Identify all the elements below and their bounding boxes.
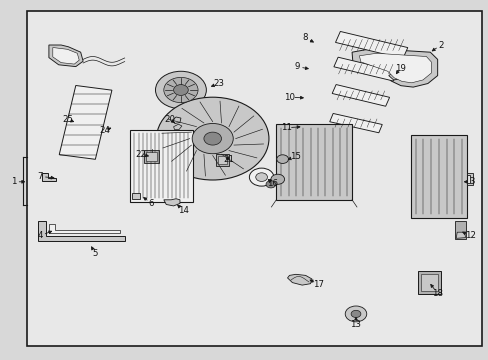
- Bar: [335, 31, 407, 59]
- Text: 12: 12: [464, 231, 475, 240]
- Bar: [131, 193, 140, 199]
- Bar: [143, 150, 159, 163]
- Polygon shape: [49, 45, 83, 67]
- Circle shape: [255, 173, 267, 181]
- Text: 5: 5: [92, 249, 98, 258]
- Text: 18: 18: [431, 289, 442, 298]
- Text: 21: 21: [223, 154, 234, 163]
- Text: 19: 19: [394, 64, 405, 73]
- Polygon shape: [53, 48, 79, 64]
- Bar: [420, 274, 437, 291]
- Circle shape: [265, 181, 275, 188]
- Text: 16: 16: [267, 179, 278, 188]
- Circle shape: [156, 97, 268, 180]
- Bar: [146, 152, 157, 161]
- Polygon shape: [173, 124, 182, 130]
- Bar: [129, 130, 193, 202]
- Circle shape: [163, 77, 198, 103]
- Bar: [276, 124, 351, 200]
- Bar: [410, 135, 466, 218]
- Circle shape: [276, 155, 288, 163]
- Bar: [59, 85, 112, 159]
- Text: 7: 7: [37, 172, 43, 181]
- Text: 3: 3: [468, 177, 474, 186]
- Bar: [333, 57, 397, 81]
- Polygon shape: [41, 173, 56, 181]
- Circle shape: [350, 310, 360, 318]
- Polygon shape: [466, 173, 472, 185]
- Polygon shape: [49, 224, 120, 233]
- Bar: [215, 154, 229, 166]
- Text: 4: 4: [37, 231, 43, 240]
- Polygon shape: [351, 49, 437, 87]
- Text: 20: 20: [164, 115, 175, 124]
- Polygon shape: [359, 53, 430, 83]
- Text: 6: 6: [148, 199, 154, 208]
- Text: 9: 9: [294, 62, 299, 71]
- Polygon shape: [455, 232, 465, 238]
- Text: 8: 8: [302, 33, 308, 42]
- Bar: [417, 271, 440, 294]
- Polygon shape: [388, 72, 399, 80]
- Polygon shape: [172, 117, 181, 123]
- Polygon shape: [38, 221, 124, 241]
- Polygon shape: [287, 274, 311, 285]
- Circle shape: [203, 132, 221, 145]
- Circle shape: [192, 123, 233, 154]
- Bar: [331, 85, 389, 106]
- Text: 17: 17: [313, 280, 324, 289]
- Bar: [329, 113, 382, 133]
- Text: 14: 14: [178, 206, 188, 215]
- Text: 25: 25: [62, 115, 73, 124]
- Text: 23: 23: [213, 79, 224, 88]
- Circle shape: [345, 306, 366, 322]
- Bar: [218, 156, 226, 164]
- Bar: [454, 221, 465, 239]
- Text: 24: 24: [100, 126, 110, 135]
- Text: 13: 13: [350, 320, 361, 329]
- Text: 15: 15: [290, 152, 301, 161]
- Text: 11: 11: [280, 123, 291, 132]
- Circle shape: [173, 85, 188, 95]
- Circle shape: [249, 168, 273, 186]
- Text: 2: 2: [437, 40, 443, 49]
- Text: 1: 1: [11, 177, 17, 186]
- Circle shape: [270, 174, 284, 184]
- Circle shape: [155, 71, 206, 109]
- Text: 22: 22: [135, 150, 146, 158]
- Polygon shape: [163, 199, 180, 206]
- Text: 10: 10: [284, 93, 294, 102]
